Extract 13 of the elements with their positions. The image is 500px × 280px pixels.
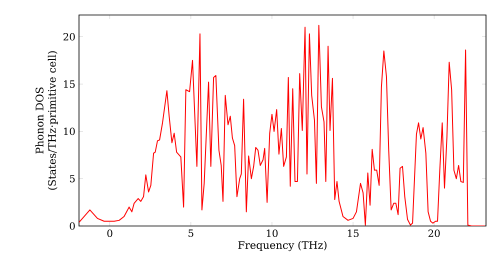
y-axis-title: Phonon DOS (States/THz·primitive cell) <box>35 51 58 190</box>
x-tick-label: 20 <box>428 230 440 238</box>
y-tick-label: 5 <box>70 174 75 182</box>
x-tick-label: 15 <box>348 230 359 238</box>
x-tick-label: 0 <box>107 230 112 238</box>
y-tick-label: 15 <box>64 80 75 88</box>
line-series <box>79 24 486 226</box>
y-tick-label: 10 <box>64 128 75 136</box>
y-tick-label: 20 <box>63 32 75 41</box>
x-tick-label: 5 <box>188 230 194 237</box>
x-axis-title: Frequency (THz) <box>238 240 327 252</box>
y-tick-label: 0 <box>70 222 75 230</box>
x-tick-label: 10 <box>266 230 278 238</box>
